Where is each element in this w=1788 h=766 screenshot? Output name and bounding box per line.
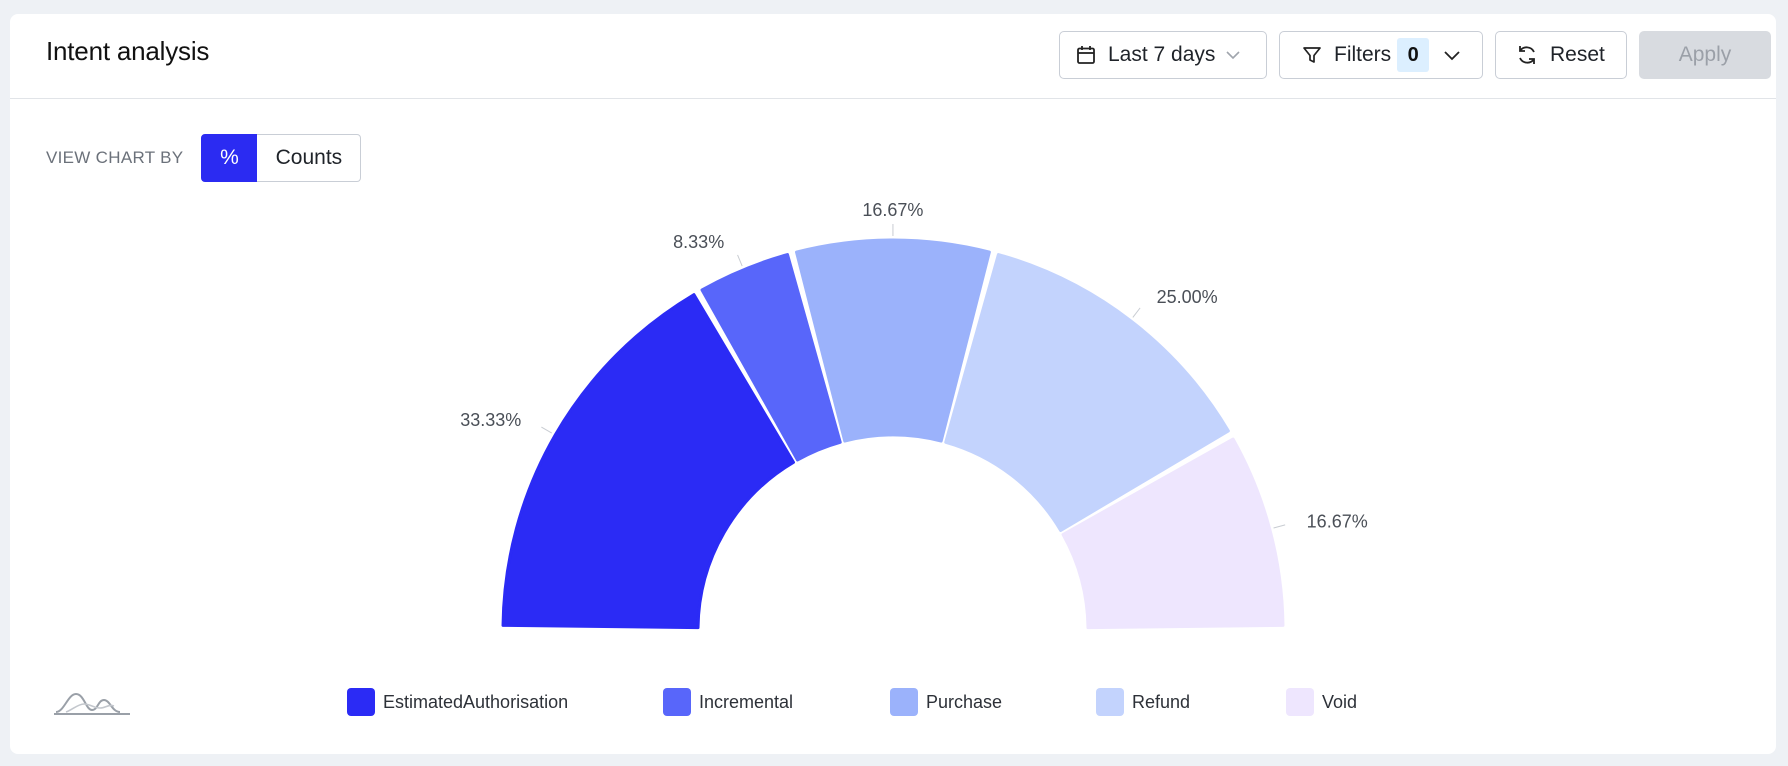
slice-value-label: 25.00% — [1157, 287, 1218, 307]
legend-label: Void — [1322, 691, 1358, 712]
slice-estimatedauthorisation[interactable] — [501, 293, 795, 630]
date-range-dropdown[interactable]: Last 7 days — [1059, 31, 1267, 79]
legend-swatch — [347, 688, 375, 716]
filters-button[interactable]: Filters 0 — [1279, 31, 1483, 79]
legend-swatch — [890, 688, 918, 716]
chevron-down-icon — [1444, 51, 1460, 61]
page-title: Intent analysis — [46, 36, 210, 66]
toggle-percent[interactable]: % — [201, 134, 258, 182]
legend-label: EstimatedAuthorisation — [383, 691, 569, 712]
legend-item-incremental[interactable]: Incremental — [663, 688, 793, 716]
half-donut-chart: 33.33% 8.33% 16.67% 25.00% 16.67% — [460, 200, 1368, 630]
slice-void[interactable] — [1061, 437, 1285, 630]
apply-button[interactable]: Apply — [1639, 31, 1771, 79]
legend-swatch — [663, 688, 691, 716]
view-toggle: % Counts — [201, 134, 362, 182]
legend-item-purchase[interactable]: Purchase — [890, 688, 1002, 716]
legend-swatch — [1286, 688, 1314, 716]
reset-button[interactable]: Reset — [1495, 31, 1627, 79]
wave-logo-icon — [54, 692, 130, 715]
filters-count-badge: 0 — [1397, 38, 1430, 72]
view-chart-by: VIEW CHART BY % Counts — [46, 134, 362, 182]
funnel-icon — [1303, 47, 1321, 63]
leader-line — [1132, 307, 1141, 318]
legend-swatch — [1096, 688, 1124, 716]
leader-line — [541, 426, 553, 434]
legend-item-estimatedauthorisation[interactable]: EstimatedAuthorisation — [347, 688, 568, 716]
toggle-counts[interactable]: Counts — [257, 134, 362, 182]
leader-line — [1273, 524, 1286, 529]
legend-label: Purchase — [926, 691, 1003, 712]
reset-label: Reset — [1550, 43, 1605, 66]
date-range-label: Last 7 days — [1108, 43, 1216, 66]
slice-value-label: 8.33% — [673, 232, 724, 252]
refresh-icon — [1519, 46, 1535, 64]
slice-purchase[interactable] — [795, 238, 991, 443]
leader-line — [737, 254, 743, 267]
slice-refund[interactable] — [944, 253, 1230, 532]
slice-value-label: 16.67% — [1307, 511, 1368, 531]
card-header: Intent analysis Last 7 days Filters 0 — [10, 14, 1776, 99]
chevron-down-icon — [1226, 51, 1240, 60]
legend-label: Refund — [1132, 691, 1191, 712]
intent-analysis-card: Intent analysis Last 7 days Filters 0 — [10, 14, 1776, 754]
filters-label: Filters — [1334, 43, 1392, 66]
legend-item-refund[interactable]: Refund — [1096, 688, 1190, 716]
view-chart-by-label: VIEW CHART BY — [46, 148, 184, 167]
legend-label: Incremental — [699, 691, 794, 712]
slice-value-label: 16.67% — [862, 200, 923, 220]
slice-value-label: 33.33% — [460, 410, 521, 430]
legend-item-void[interactable]: Void — [1286, 688, 1357, 716]
slice-incremental[interactable] — [700, 253, 842, 462]
calendar-icon — [1077, 46, 1095, 64]
chart-legend: EstimatedAuthorisation Incremental Purchas… — [10, 684, 1776, 724]
